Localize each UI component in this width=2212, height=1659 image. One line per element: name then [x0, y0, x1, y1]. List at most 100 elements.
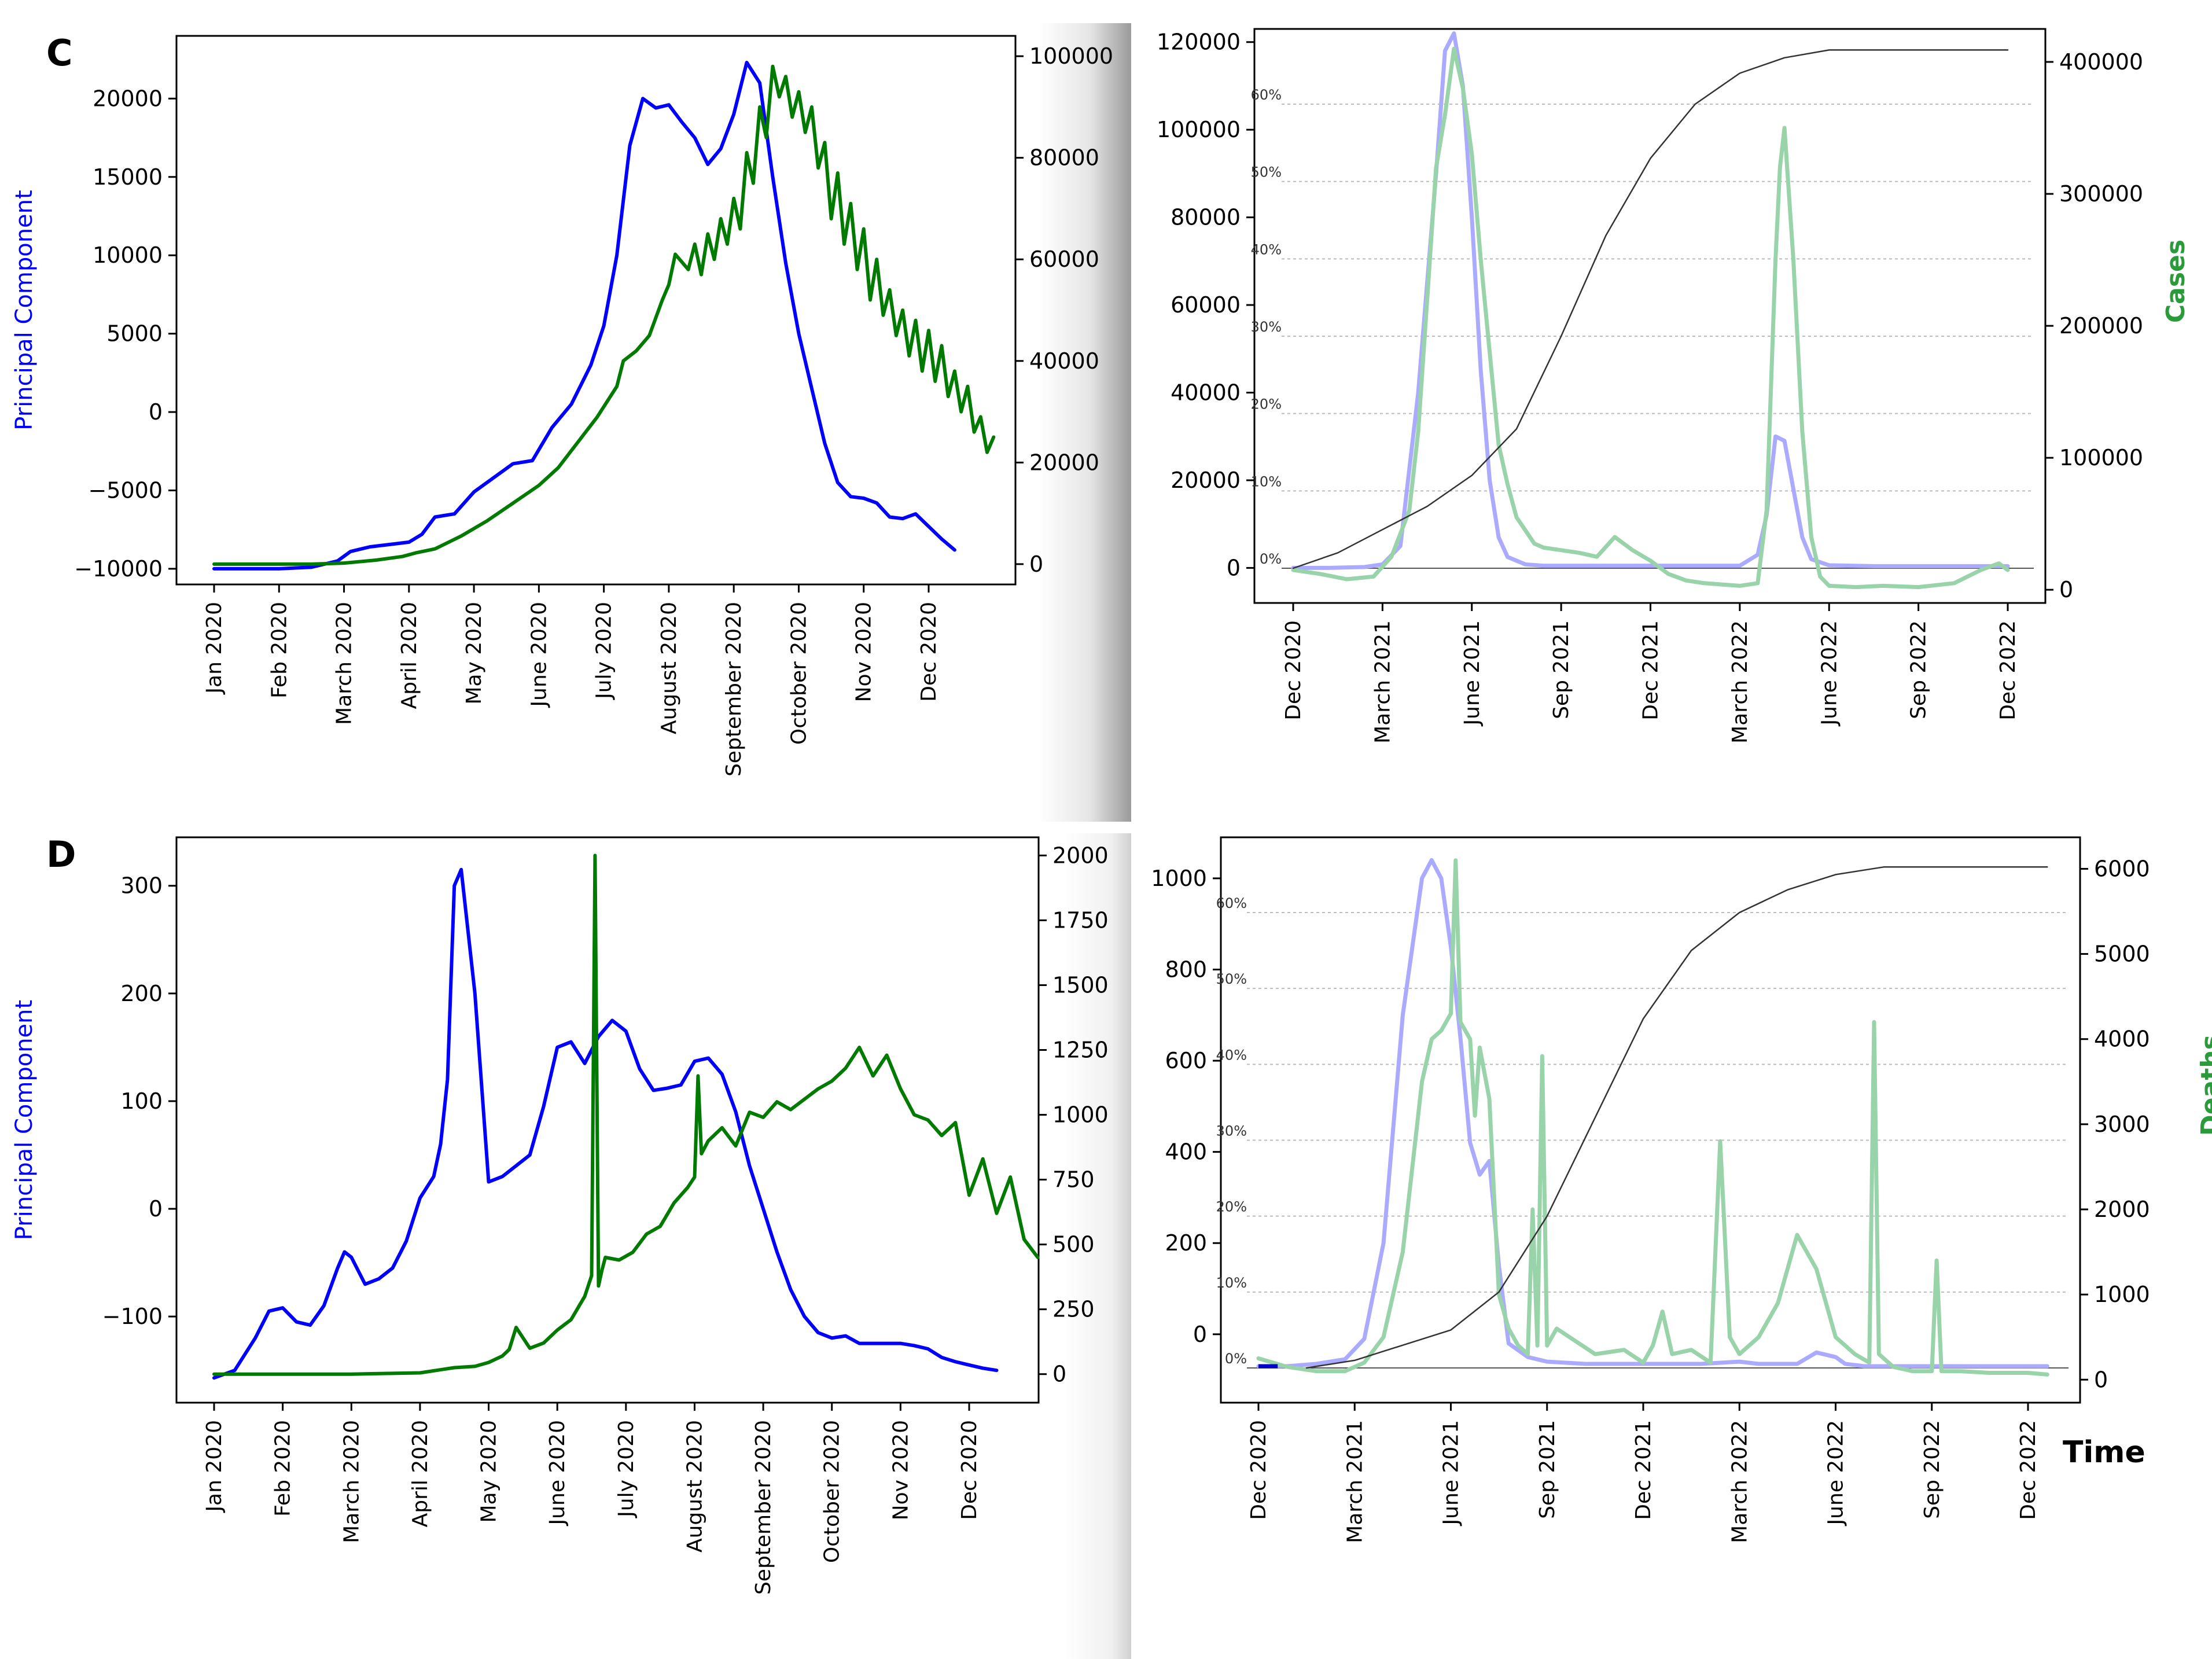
x-tick-label-p0: August 2020	[657, 602, 681, 734]
y-right-tick-label-p2: 250	[1052, 1297, 1095, 1322]
y-right-tick-label-p2: 1250	[1052, 1037, 1109, 1062]
pct-label-p1: 40%	[1251, 241, 1282, 258]
pct-label-p3: 60%	[1216, 895, 1247, 911]
y-left-tick-label-p1: 80000	[1171, 205, 1241, 230]
x-tick-label-p0: Jan 2020	[203, 602, 226, 695]
x-tick-label-p2: Jan 2020	[203, 1420, 226, 1513]
x-tick-label-p0: May 2020	[462, 602, 486, 705]
y-right-tick-label-p0: 20000	[1029, 450, 1099, 475]
x-tick-label-p0: September 2020	[722, 602, 746, 777]
x-tick-label-p3: March 2021	[1343, 1420, 1367, 1543]
y-right-tick-label-p0: 100000	[1029, 43, 1113, 69]
plot-frame-p2	[175, 836, 1040, 1404]
y-left-tick-label-p1: 40000	[1171, 380, 1241, 406]
y-left-tick-label-p1: 120000	[1157, 30, 1241, 55]
series-line-principal-component-faded--p1	[1291, 31, 2010, 570]
x-tick-label-p0: April 2020	[398, 602, 421, 709]
x-tick-label-p1: Sep 2021	[1549, 620, 1573, 719]
x-tick-label-p2: August 2020	[683, 1420, 706, 1553]
x-tick-label-p2: May 2020	[477, 1420, 501, 1523]
x-tick-label-p0: October 2020	[787, 602, 811, 745]
y-right-tick-label-p2: 500	[1052, 1232, 1095, 1257]
x-tick-label-p2: September 2020	[752, 1420, 775, 1595]
x-tick-label-p0: March 2020	[333, 602, 356, 725]
x-tick-label-p2: March 2020	[340, 1420, 363, 1543]
y-right-tick-label-p1: 0	[2059, 577, 2073, 602]
y-left-tick-label-p3: 400	[1165, 1139, 1207, 1165]
series-line-cases-p0	[212, 64, 996, 566]
y-left-tick-label-p0: 5000	[106, 321, 163, 347]
y-right-tick-label-p0: 0	[1029, 551, 1043, 577]
x-tick-label-p0: June 2020	[527, 602, 551, 708]
series-line-cumulative--p3	[1305, 866, 2048, 1369]
pct-label-p1: 0%	[1260, 551, 1282, 567]
x-tick-label-p2: June 2020	[546, 1420, 569, 1526]
x-tick-label-p1: June 2021	[1460, 620, 1484, 726]
y-right-tick-label-p3: 2000	[2094, 1197, 2150, 1222]
y-right-tick-label-p2: 1750	[1052, 907, 1109, 933]
x-tick-label-p2: April 2020	[408, 1420, 432, 1527]
y-right-axis-label-p3: Deaths	[2196, 1035, 2212, 1136]
x-tick-label-p3: March 2022	[1728, 1420, 1751, 1543]
y-right-tick-label-p1: 200000	[2059, 313, 2143, 339]
y-left-tick-label-p2: 300	[120, 873, 163, 899]
series-line-principal-component-p0	[212, 61, 956, 571]
x-tick-label-p2: Dec 2020	[958, 1420, 981, 1520]
y-left-tick-label-p0: 20000	[93, 86, 163, 111]
y-right-tick-label-p3: 0	[2094, 1367, 2108, 1392]
y-left-tick-label-p1: 100000	[1157, 117, 1241, 142]
pct-label-p3: 20%	[1216, 1199, 1247, 1215]
x-tick-label-p1: March 2021	[1371, 620, 1394, 744]
series-line-deaths-p3	[1256, 858, 2049, 1377]
y-left-tick-label-p0: 0	[149, 399, 163, 425]
y-right-tick-label-p1: 300000	[2059, 181, 2143, 207]
y-right-tick-label-p3: 5000	[2094, 941, 2150, 967]
x-tick-label-p3: Dec 2021	[1632, 1420, 1655, 1520]
panel-divider-shade-top	[1039, 23, 1131, 822]
x-tick-label-p3: June 2021	[1440, 1420, 1463, 1526]
panel-divider-shade-bottom	[1065, 833, 1131, 1659]
y-left-tick-label-p3: 600	[1165, 1048, 1207, 1073]
pct-label-p1: 20%	[1251, 396, 1282, 413]
x-tick-label-p1: Sep 2022	[1907, 620, 1931, 719]
pct-label-p3: 50%	[1216, 971, 1247, 987]
x-tick-label-p1: June 2022	[1817, 620, 1841, 726]
y-left-tick-label-p0: −5000	[88, 477, 163, 503]
series-line-principal-component-p2	[212, 867, 999, 1380]
series-line-cases-p1	[1291, 46, 2010, 590]
y-left-tick-label-p1: 0	[1227, 555, 1241, 580]
series-line-principal-component-faded--p3	[1256, 858, 2049, 1369]
y-right-tick-label-p1: 400000	[2059, 49, 2143, 75]
x-tick-label-p1: March 2022	[1728, 620, 1752, 744]
series-line-deaths-p2	[212, 854, 1040, 1376]
y-right-tick-label-p2: 1000	[1052, 1102, 1109, 1128]
y-right-tick-label-p0: 60000	[1029, 247, 1099, 272]
x-tick-label-p2: Feb 2020	[271, 1420, 295, 1517]
y-right-tick-label-p2: 1500	[1052, 972, 1109, 998]
pct-label-p3: 10%	[1216, 1275, 1247, 1291]
plot-frame-p3	[1220, 836, 2081, 1404]
x-tick-label-p3: Dec 2020	[1247, 1420, 1271, 1520]
y-left-tick-label-p3: 1000	[1151, 866, 1207, 891]
x-tick-label-p0: July 2020	[592, 602, 616, 700]
y-left-tick-label-p3: 200	[1165, 1230, 1207, 1256]
x-tick-label-p0: Feb 2020	[267, 602, 291, 698]
y-right-tick-label-p3: 6000	[2094, 856, 2150, 881]
pct-label-p3: 40%	[1216, 1047, 1247, 1063]
y-left-tick-label-p1: 60000	[1171, 292, 1241, 318]
y-right-tick-label-p2: 2000	[1052, 843, 1109, 868]
x-tick-label-p2: October 2020	[820, 1420, 844, 1563]
x-tick-label-p3: Dec 2022	[2016, 1420, 2040, 1520]
y-left-tick-label-p2: 100	[120, 1088, 163, 1114]
x-tick-label-p1: Dec 2020	[1282, 620, 1305, 720]
x-tick-label-p1: Dec 2021	[1639, 620, 1663, 720]
pct-label-p1: 60%	[1251, 87, 1282, 103]
x-tick-label-p0: Dec 2020	[917, 602, 941, 702]
y-right-tick-label-p3: 4000	[2094, 1027, 2150, 1052]
y-right-axis-label-p1: Cases	[2161, 240, 2191, 323]
pct-label-p1: 50%	[1251, 164, 1282, 181]
y-left-tick-label-p2: 200	[120, 981, 163, 1006]
y-right-tick-label-p0: 80000	[1029, 145, 1099, 171]
plot-frame-p0	[175, 35, 1017, 586]
